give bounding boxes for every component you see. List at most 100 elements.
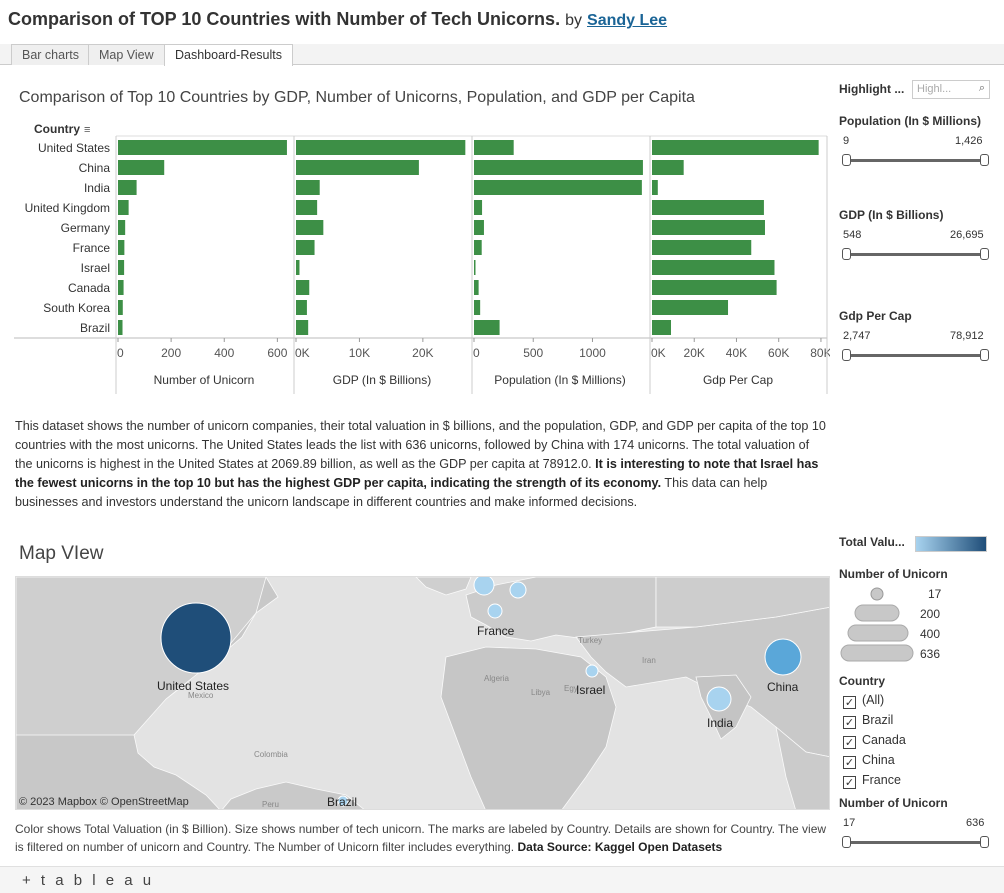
tab-map-view[interactable]: Map View [88, 44, 165, 65]
country-checkbox-brazil[interactable]: ✓ Brazil [843, 713, 893, 729]
map-mark-brazil[interactable] [337, 795, 349, 807]
country-checkbox-china[interactable]: ✓ China [843, 753, 895, 769]
tab-dashboard-results[interactable]: Dashboard-Results [164, 44, 293, 66]
map-mark-india[interactable] [706, 686, 732, 712]
bar [474, 200, 483, 215]
tick-label: 600 [267, 346, 287, 360]
bar [474, 280, 479, 295]
checkbox-label: Canada [862, 733, 906, 747]
slider-min-handle[interactable] [842, 248, 851, 260]
slider-min-handle[interactable] [842, 349, 851, 361]
map-label-us: United States [157, 679, 229, 693]
map-view[interactable]: Mexico Colombia Peru Algeria Libya Egy T… [15, 576, 830, 810]
highlight-search-input[interactable]: Highl... ⌕ [912, 80, 990, 99]
slider-max-handle[interactable] [980, 836, 989, 848]
tick-label: 400 [214, 346, 234, 360]
color-legend-gradient [915, 536, 987, 552]
size-legend-value: 400 [920, 627, 940, 641]
map-label-peru: Peru [262, 800, 279, 809]
country-checkbox-canada[interactable]: ✓ Canada [843, 733, 906, 749]
total-valuation-legend-label: Total Valu... [839, 535, 905, 549]
slider-max-handle[interactable] [980, 349, 989, 361]
map-label-france: France [477, 624, 515, 638]
bar [652, 140, 819, 155]
gdp-filter-label: GDP (In $ Billions) [839, 208, 944, 222]
gdp-slider[interactable] [842, 247, 989, 261]
slider-max-handle[interactable] [980, 248, 989, 260]
author-link[interactable]: Sandy Lee [587, 12, 668, 29]
map-mark-china[interactable] [764, 638, 802, 676]
gdppc-min: 2,747 [843, 330, 871, 342]
map-canvas[interactable]: Mexico Colombia Peru Algeria Libya Egy T… [16, 577, 830, 810]
bar [296, 200, 318, 215]
tick-label: 1000 [579, 346, 606, 360]
slider-min-handle[interactable] [842, 154, 851, 166]
description-part3: This data can help businesses and invest… [15, 476, 768, 509]
tick-label: 0K [295, 346, 310, 360]
bar [296, 220, 324, 235]
category-label: France [73, 241, 111, 255]
tick-label: 10K [349, 346, 370, 360]
bar [296, 160, 419, 175]
slider-track [846, 841, 985, 844]
unicorn-filter-min: 17 [843, 817, 856, 829]
category-label: United Kingdom [25, 201, 110, 215]
country-checkbox-all[interactable]: ✓ (All) [843, 693, 884, 709]
size-legend-value: 636 [920, 647, 940, 661]
title-text: Comparison of TOP 10 Countries with Numb… [8, 9, 561, 29]
slider-track [846, 253, 985, 256]
tick-label: 0 [117, 346, 124, 360]
checkbox-check-icon: ✓ [843, 776, 856, 789]
bar [118, 320, 123, 335]
gdppc-slider[interactable] [842, 348, 989, 362]
axis-title: GDP (In $ Billions) [333, 373, 431, 387]
map-label-egypt: Egy [564, 684, 578, 693]
bar [296, 140, 466, 155]
map-credit[interactable]: © 2023 Mapbox © OpenStreetMap [19, 796, 189, 808]
bar [296, 240, 315, 255]
bar [652, 180, 658, 195]
category-label: United States [38, 141, 110, 155]
tableau-logo[interactable]: + t a b l e a u [22, 872, 155, 889]
slider-min-handle[interactable] [842, 836, 851, 848]
map-mark-uk[interactable] [473, 577, 495, 596]
map-mark-germany[interactable] [509, 581, 527, 599]
tab-bar-charts[interactable]: Bar charts [11, 44, 90, 65]
bar [652, 280, 777, 295]
caption-text: Color shows Total Valuation (in $ Billio… [15, 822, 827, 854]
unicorn-filter-max: 636 [966, 817, 985, 829]
gdp-min: 548 [843, 229, 862, 241]
size-legend-label: Number of Unicorn [839, 567, 948, 581]
unicorn-slider[interactable] [842, 835, 989, 849]
bar [118, 140, 287, 155]
map-label-colombia: Colombia [254, 750, 288, 759]
bar [652, 300, 729, 315]
bar [474, 260, 476, 275]
dashboard-title: Comparison of TOP 10 Countries with Numb… [8, 9, 667, 30]
bar [652, 320, 672, 335]
population-max: 1,426 [955, 135, 983, 147]
bar [296, 300, 307, 315]
bar [474, 140, 514, 155]
map-label-libya: Libya [531, 688, 551, 697]
header-bar [0, 0, 1004, 44]
map-label-mexico: Mexico [188, 691, 214, 700]
bar [474, 220, 484, 235]
population-slider[interactable] [842, 153, 989, 167]
bar [474, 180, 642, 195]
axis-title: Population (In $ Millions) [494, 373, 625, 387]
slider-max-handle[interactable] [980, 154, 989, 166]
bar [652, 260, 775, 275]
map-mark-france[interactable] [487, 603, 503, 619]
bar [296, 320, 309, 335]
size-legend-mark [854, 604, 900, 622]
country-checkbox-france[interactable]: ✓ France [843, 773, 901, 789]
size-legend-mark [840, 644, 914, 662]
bar [474, 320, 500, 335]
slider-track [846, 159, 985, 162]
sort-icon: ≡ [84, 124, 90, 136]
category-label: Germany [61, 221, 110, 235]
map-mark-israel[interactable] [585, 664, 599, 678]
map-mark-us[interactable] [160, 602, 232, 674]
bar [474, 240, 482, 255]
